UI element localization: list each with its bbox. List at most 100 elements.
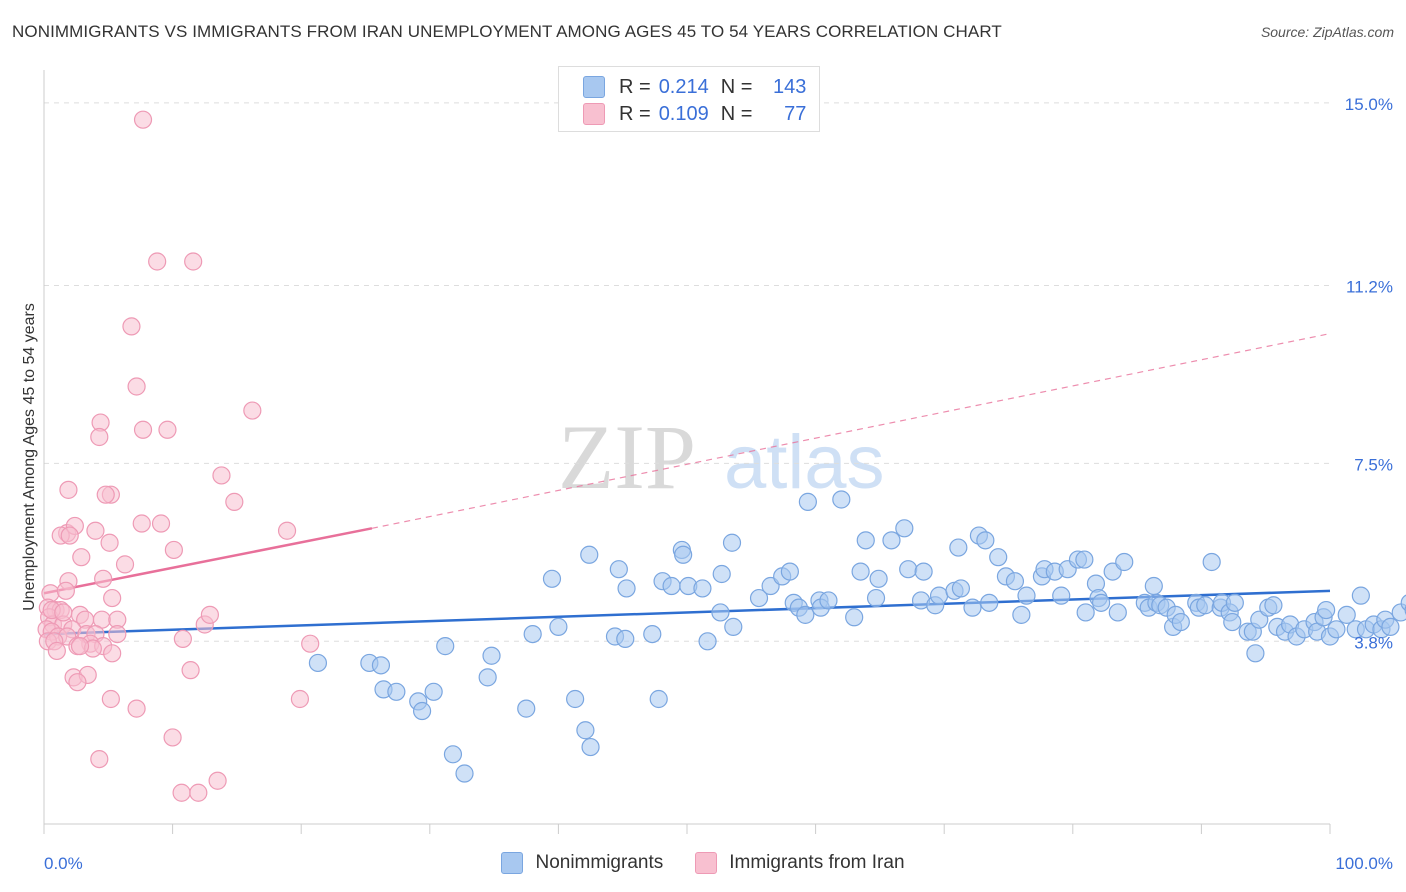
n-label: N =	[720, 75, 753, 98]
stats-legend: R = 0.214 N = 143 R = 0.109 N = 77	[558, 66, 820, 132]
data-point-nonimmigrants	[1337, 605, 1356, 624]
r-label: R =	[619, 102, 651, 125]
data-point-iran	[108, 624, 127, 644]
iran-swatch	[695, 852, 718, 874]
data-point-iran	[212, 466, 231, 485]
data-point-nonimmigrants	[1381, 617, 1400, 636]
chart-title: NONIMMIGRANTS VS IMMIGRANTS FROM IRAN UN…	[12, 22, 1002, 41]
series-nonimmigrants	[308, 490, 1406, 783]
axes	[43, 70, 1331, 834]
data-point-iran	[54, 603, 73, 622]
data-point-nonimmigrants	[914, 562, 933, 581]
data-point-nonimmigrants	[1108, 603, 1127, 622]
data-point-iran	[189, 783, 208, 802]
data-point-iran	[127, 699, 146, 718]
data-point-nonimmigrants	[1250, 610, 1269, 629]
source-label: Source: ZipAtlas.com	[1260, 24, 1394, 40]
data-point-iran	[164, 540, 183, 560]
data-point-iran	[301, 634, 320, 653]
data-point-nonimmigrants	[1144, 576, 1163, 596]
data-point-nonimmigrants	[899, 560, 918, 579]
data-point-iran	[59, 480, 78, 499]
data-point-iran	[151, 514, 171, 533]
data-point-nonimmigrants	[662, 576, 681, 596]
data-point-nonimmigrants	[780, 562, 799, 581]
data-point-iran	[90, 749, 109, 769]
data-point-iran	[70, 637, 90, 656]
data-point-iran	[200, 605, 219, 624]
data-point-nonimmigrants	[609, 560, 628, 579]
data-point-nonimmigrants	[895, 519, 914, 538]
data-point-nonimmigrants	[1076, 603, 1095, 622]
data-point-iran	[243, 401, 262, 420]
data-point-iran	[122, 317, 141, 336]
y-tick-label: 15.0%	[1345, 95, 1393, 114]
watermark-zip: ZIP	[558, 406, 696, 508]
data-point-nonimmigrants	[1052, 586, 1071, 605]
data-point-nonimmigrants	[517, 699, 536, 718]
data-point-iran	[277, 521, 297, 540]
data-point-nonimmigrants	[869, 569, 888, 588]
data-point-nonimmigrants	[443, 745, 463, 764]
data-point-nonimmigrants	[722, 533, 742, 552]
data-point-nonimmigrants	[951, 579, 971, 598]
data-point-nonimmigrants	[980, 593, 999, 612]
data-point-nonimmigrants	[1115, 552, 1134, 572]
data-point-nonimmigrants	[387, 682, 406, 701]
data-point-nonimmigrants	[749, 588, 769, 608]
r-value: 0.214	[658, 75, 709, 98]
data-point-nonimmigrants	[412, 701, 432, 721]
data-point-nonimmigrants	[436, 637, 455, 656]
data-point-nonimmigrants	[1012, 605, 1031, 624]
data-point-iran	[132, 514, 151, 533]
data-point-nonimmigrants	[1171, 612, 1190, 632]
data-point-nonimmigrants	[866, 588, 886, 608]
data-point-nonimmigrants	[1351, 586, 1370, 605]
data-point-nonimmigrants	[832, 490, 851, 509]
data-point-iran	[133, 110, 153, 129]
data-point-iran	[290, 689, 310, 709]
data-point-nonimmigrants	[549, 617, 568, 636]
data-point-nonimmigrants	[798, 492, 817, 511]
data-point-nonimmigrants	[424, 682, 443, 701]
data-point-nonimmigrants	[566, 689, 585, 709]
y-tick-label: 3.8%	[1354, 633, 1393, 652]
data-point-iran	[60, 526, 79, 545]
watermark-atlas: atlas	[724, 420, 885, 505]
data-point-iran	[101, 689, 120, 709]
data-point-nonimmigrants	[1202, 552, 1221, 572]
data-point-nonimmigrants	[949, 538, 968, 557]
data-point-nonimmigrants	[845, 608, 864, 627]
legend-label: Nonimmigrants	[535, 852, 664, 873]
stats-legend-row-iran: R = 0.109 N = 77	[583, 102, 806, 126]
y-tick-label: 7.5%	[1354, 455, 1393, 474]
data-point-iran	[72, 548, 91, 567]
data-point-iran	[47, 641, 66, 661]
n-value: 143	[773, 75, 807, 98]
data-point-nonimmigrants	[976, 531, 995, 550]
data-point-nonimmigrants	[1317, 600, 1336, 620]
data-point-iran	[103, 644, 122, 663]
data-point-nonimmigrants	[851, 562, 870, 581]
series-legend: Nonimmigrants Immigrants from Iran	[0, 852, 1406, 874]
data-point-nonimmigrants	[724, 617, 743, 636]
x-tick-label: 0.0%	[44, 854, 83, 873]
legend-item-nonimmigrants[interactable]: Nonimmigrants	[501, 852, 663, 874]
data-point-nonimmigrants	[819, 591, 838, 610]
data-point-nonimmigrants	[796, 605, 815, 624]
legend-item-immigrants-from-iran[interactable]: Immigrants from Iran	[695, 852, 905, 874]
data-point-nonimmigrants	[693, 579, 712, 598]
legend-label: Immigrants from Iran	[729, 852, 905, 873]
data-point-nonimmigrants	[1264, 596, 1283, 615]
data-point-nonimmigrants	[1223, 612, 1242, 632]
data-point-nonimmigrants	[882, 531, 901, 550]
iran-swatch	[583, 103, 605, 125]
data-point-nonimmigrants	[1225, 593, 1244, 612]
data-point-nonimmigrants	[989, 548, 1008, 567]
data-point-nonimmigrants	[542, 569, 562, 588]
data-point-nonimmigrants	[580, 545, 599, 564]
n-value: 77	[784, 102, 807, 125]
data-point-iran	[100, 533, 119, 552]
data-point-iran	[163, 728, 182, 747]
